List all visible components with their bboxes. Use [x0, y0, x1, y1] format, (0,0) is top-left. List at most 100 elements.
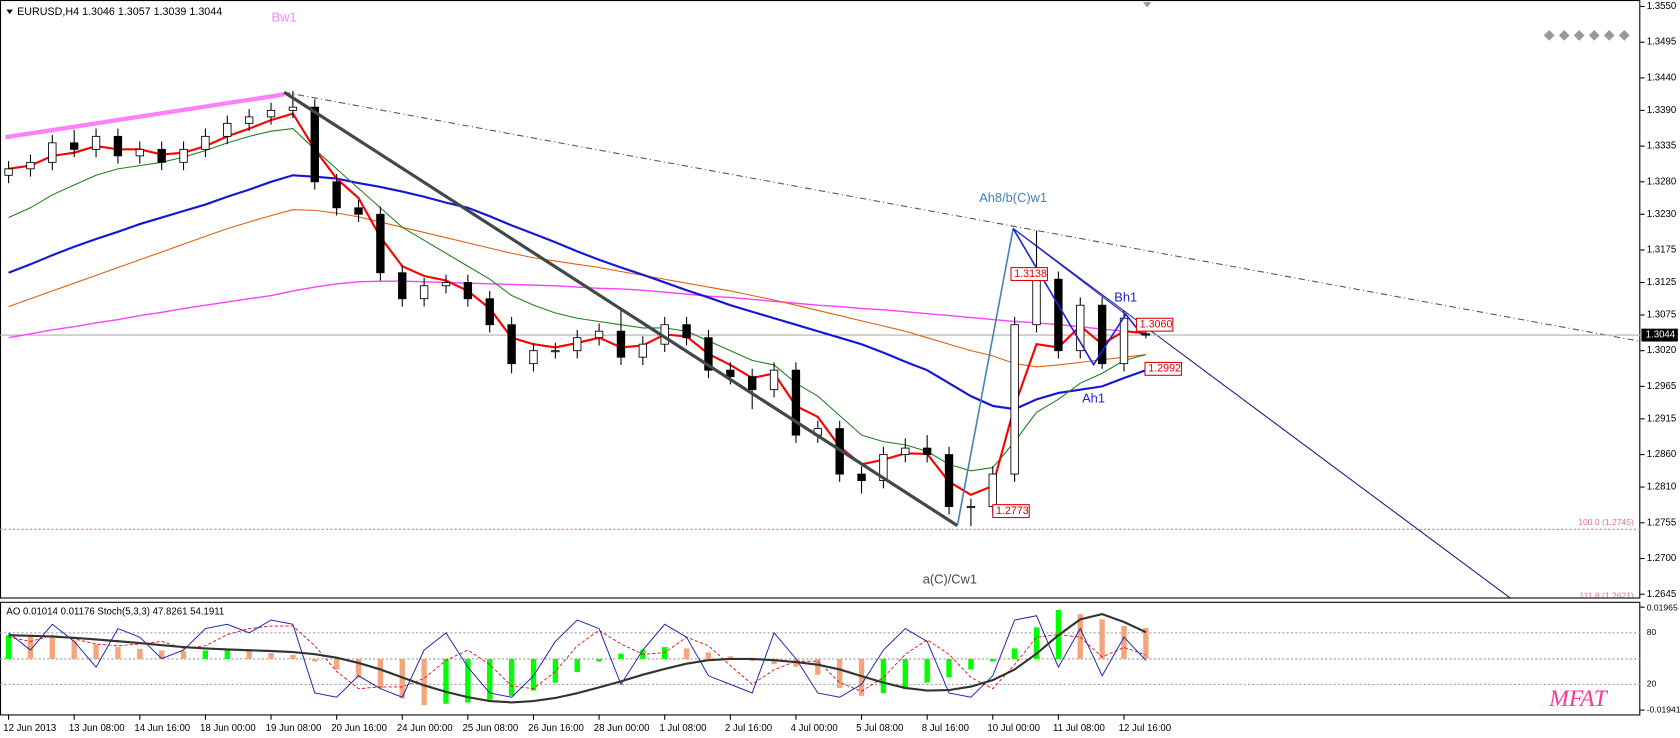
- candle-body: [573, 337, 582, 352]
- candle-body: [70, 142, 79, 150]
- price-label-box: [1010, 267, 1048, 282]
- low: 1.3039: [154, 6, 187, 18]
- candle-body: [354, 207, 363, 215]
- menu-arrow: [6, 9, 13, 14]
- ao-bar: [727, 656, 734, 659]
- ao-bar: [355, 658, 362, 678]
- candle-body: [4, 168, 13, 176]
- ao-bar: [1099, 619, 1105, 659]
- candle-body: [988, 473, 997, 507]
- candle-body: [1054, 278, 1063, 352]
- x-tick-label: 12 Jul 16:00: [1119, 723, 1172, 734]
- wave-line: [5, 92, 285, 140]
- x-tick-label: 13 Jun 08:00: [69, 723, 125, 734]
- y-tick-label: 1.2915: [1647, 413, 1676, 424]
- y-tick-label: 1.2860: [1647, 449, 1676, 460]
- ao-bar: [49, 637, 55, 659]
- ao-bar: [530, 658, 537, 691]
- candle-body: [179, 148, 188, 163]
- candle-body: [594, 330, 604, 339]
- ao-bar: [5, 635, 12, 659]
- ao-bar: [946, 658, 952, 678]
- candle-body: [376, 213, 385, 274]
- ao-bar: [705, 652, 712, 659]
- wave-label: Ah8/b(C)w1: [979, 190, 1047, 205]
- ao-bar: [268, 653, 274, 659]
- stoch-label: Stoch(5,3,3): [97, 606, 150, 617]
- x-tick-label: 26 Jun 16:00: [528, 723, 584, 734]
- candle-body: [244, 116, 254, 124]
- ao-bar: [137, 648, 143, 659]
- candle-body: [1010, 324, 1019, 475]
- symbol: EURUSD,H4: [17, 6, 79, 18]
- ao-bar: [27, 636, 34, 659]
- x-tick-label: 4 Jul 00:00: [791, 723, 838, 734]
- header: EURUSD,H4 1.3046 1.3057 1.3039 1.3044 AO…: [6, 6, 224, 617]
- candle-body: [135, 148, 144, 157]
- price-label: 1.2773: [996, 505, 1029, 517]
- x-tick-label: 2 Jul 16:00: [725, 723, 772, 734]
- bid-label: 1.3044: [1646, 330, 1676, 341]
- ao-bar: [924, 658, 930, 683]
- main-layer: 100.0 (1.2745) 111.8 (1.2621): [0, 90, 1641, 601]
- high: 1.3057: [118, 6, 151, 18]
- ao-bar: [399, 658, 405, 699]
- bid-box: [1641, 328, 1678, 342]
- y-tick-label: 1.3280: [1647, 176, 1676, 187]
- moving-average: [8, 209, 1146, 368]
- ao-bar: [377, 658, 384, 688]
- candle-body: [769, 369, 779, 391]
- trend-line: [1012, 228, 1511, 598]
- price-label: 1.3138: [1014, 268, 1047, 280]
- ao-bar: [836, 658, 843, 688]
- candle-body: [704, 337, 713, 371]
- candle-body: [922, 447, 932, 456]
- moving-average: [8, 280, 1146, 339]
- ao-signal-value: 0.01014: [23, 606, 58, 617]
- y-tick-label: 1.3390: [1647, 105, 1676, 116]
- candle-body: [310, 106, 319, 183]
- chart-header: EURUSD,H4 1.3046 1.3057 1.3039 1.3044: [17, 6, 222, 18]
- moving-average: [8, 174, 1147, 411]
- candle-body: [485, 298, 494, 326]
- ao-bar: [180, 651, 187, 659]
- candle-body: [1119, 317, 1129, 365]
- overlay-layer: Bw1 Ah8/b(C)w1 Bh1 Ah1 a(C)/Cw1 1.3138 1.3060 1…: [272, 10, 1183, 587]
- candle-body: [419, 285, 429, 300]
- y-tick-label: 1.3175: [1647, 245, 1676, 256]
- ao-label: AO: [6, 606, 20, 617]
- y-tick-label: 1.3020: [1647, 345, 1676, 356]
- candle-body: [551, 350, 560, 353]
- candle-body: [48, 142, 57, 163]
- candle-body: [441, 282, 451, 287]
- ao-bar: [93, 644, 99, 659]
- ao-bar: [1143, 627, 1149, 659]
- candle-body: [288, 106, 298, 111]
- ao-bar: [618, 653, 624, 659]
- y-tick-label: 1.3075: [1647, 310, 1676, 321]
- ao-bar: [968, 658, 974, 670]
- wave-label: Bh1: [1114, 290, 1137, 305]
- candle-body: [857, 473, 866, 482]
- price-label: 1.2992: [1148, 363, 1181, 375]
- wave-line: [1012, 228, 1127, 315]
- ao-bar: [202, 650, 209, 659]
- ao-signal: [8, 612, 1147, 704]
- y-tick-label: 1.3550: [1647, 1, 1676, 12]
- candle-body: [113, 135, 123, 157]
- x-tick-label: 28 Jun 00:00: [594, 723, 650, 734]
- y-tick-label: 1.2700: [1647, 553, 1676, 564]
- y-tick-label: 1.2810: [1647, 482, 1676, 493]
- moving-average: [8, 128, 1147, 472]
- y-tick-label: 1.3125: [1647, 277, 1676, 288]
- fib-label: 111.8 (1.2621): [1579, 591, 1634, 601]
- ao-bar: [1011, 648, 1018, 659]
- x-tick-label: 25 Jun 08:00: [463, 723, 519, 734]
- ao-bar: [421, 658, 427, 706]
- candle-body: [944, 454, 954, 507]
- x-tick-label: 20 Jun 16:00: [331, 723, 387, 734]
- price-label-box: [992, 504, 1030, 519]
- y-tick-label: 1.2755: [1647, 517, 1676, 528]
- ao-bar: [683, 648, 690, 659]
